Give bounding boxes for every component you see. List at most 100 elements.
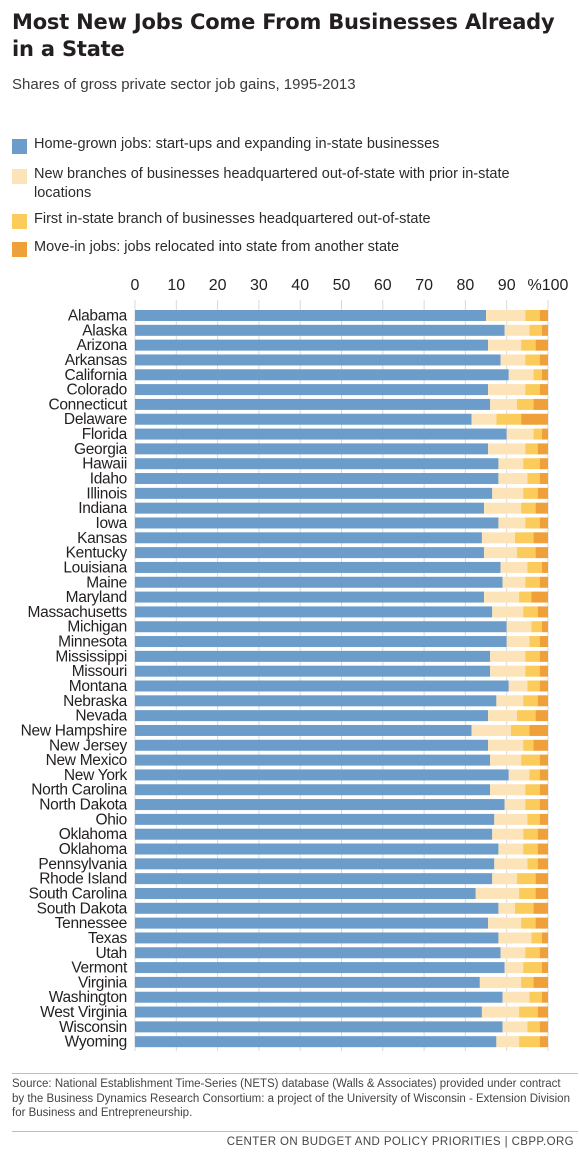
state-label: Colorado xyxy=(66,382,127,399)
bar-segment-home-grown xyxy=(135,517,499,529)
state-label: Pennsylvania xyxy=(38,856,127,873)
state-label: Arizona xyxy=(77,337,128,354)
legend-item-new-branches: New branches of businesses headquartered… xyxy=(12,165,534,203)
bar-segment-new-branches xyxy=(494,813,528,825)
bar-segment-new-branches xyxy=(492,606,524,618)
bar-segment-first-branch xyxy=(496,413,522,425)
bar-segment-move-in xyxy=(535,710,548,722)
state-label: Nevada xyxy=(75,708,127,725)
x-tick-label: 0 xyxy=(131,277,140,294)
bar-segment-move-in xyxy=(537,858,548,870)
bar-segment-first-branch xyxy=(521,976,534,988)
bar-segment-move-in xyxy=(539,517,548,529)
bar-segment-home-grown xyxy=(135,310,487,321)
state-label: Arkansas xyxy=(65,352,128,369)
bar-segment-move-in xyxy=(537,695,548,707)
bar-segment-home-grown xyxy=(135,339,489,351)
bar-segment-new-branches xyxy=(481,532,515,544)
bar-segment-first-branch xyxy=(527,561,542,573)
bar-segment-move-in xyxy=(537,828,548,840)
bar-segment-first-branch xyxy=(525,947,540,959)
bar-segment-move-in xyxy=(539,310,548,321)
bar-segment-move-in xyxy=(537,606,548,618)
state-label: South Dakota xyxy=(37,900,128,917)
bar-segment-home-grown xyxy=(135,384,489,396)
bar-segment-new-branches xyxy=(506,621,532,633)
bar-segment-home-grown xyxy=(135,561,501,573)
bar-segment-move-in xyxy=(535,917,548,929)
bar-segment-move-in xyxy=(535,873,548,885)
bar-segment-new-branches xyxy=(508,680,528,692)
bar-segment-home-grown xyxy=(135,858,495,870)
bar-segment-new-branches xyxy=(498,517,526,529)
state-label: Nebraska xyxy=(63,693,128,710)
bar-segment-move-in xyxy=(539,665,548,677)
bar-segment-home-grown xyxy=(135,932,499,944)
bar-segment-first-branch xyxy=(525,665,540,677)
bar-segment-new-branches xyxy=(500,561,528,573)
bar-segment-first-branch xyxy=(517,873,536,885)
bar-segment-home-grown xyxy=(135,591,484,603)
bar-segment-move-in xyxy=(541,369,548,381)
bar-segment-home-grown xyxy=(135,724,472,736)
bar-segment-move-in xyxy=(539,458,548,470)
bar-segment-move-in xyxy=(539,754,548,766)
bar-segment-new-branches xyxy=(496,695,524,707)
state-label: Ohio xyxy=(95,811,127,828)
bar-segment-move-in xyxy=(535,502,548,514)
bar-segment-new-branches xyxy=(508,369,534,381)
bar-segment-new-branches xyxy=(492,487,524,499)
bar-segment-home-grown xyxy=(135,1021,503,1033)
bar-segment-move-in xyxy=(537,487,548,499)
state-labels: AlabamaAlaskaArizonaArkansasCaliforniaCo… xyxy=(21,308,129,1051)
stacked-bar-chart: 0 10 20 30 40 50 60 70 80 90 %100 AlabamaAlaskaAri… xyxy=(21,277,569,1052)
bar-segment-home-grown xyxy=(135,739,489,751)
bar-segment-new-branches xyxy=(492,828,524,840)
x-tick-label: 30 xyxy=(250,277,268,294)
bar-segment-move-in xyxy=(537,1006,548,1018)
bar-segment-new-branches xyxy=(483,502,522,514)
x-tick-label: %100 xyxy=(528,277,569,294)
state-label: Kansas xyxy=(77,530,127,547)
bar-segment-home-grown xyxy=(135,813,495,825)
x-tick-label: 60 xyxy=(374,277,392,294)
bar-segment-first-branch xyxy=(525,650,540,662)
bar-segment-move-in xyxy=(541,324,548,336)
bar-segment-new-branches xyxy=(490,398,518,410)
bar-segment-first-branch xyxy=(527,1021,540,1033)
bar-segment-home-grown xyxy=(135,532,482,544)
bar-segment-first-branch xyxy=(519,1036,540,1048)
bar-segment-move-in xyxy=(541,621,548,633)
bar-segment-new-branches xyxy=(502,991,530,1003)
bar-segment-first-branch xyxy=(531,621,542,633)
bar-segment-new-branches xyxy=(490,650,526,662)
bar-segment-new-branches xyxy=(471,724,511,736)
bar-segment-new-branches xyxy=(488,443,526,455)
bar-segment-new-branches xyxy=(496,1036,520,1048)
bar-segment-move-in xyxy=(539,799,548,811)
bar-segment-home-grown xyxy=(135,991,503,1003)
bar-segment-move-in xyxy=(537,443,548,455)
bar-segment-first-branch xyxy=(527,473,540,485)
legend-label-move-in: Move-in jobs: jobs relocated into state … xyxy=(34,239,400,255)
credit-divider xyxy=(12,1131,578,1132)
x-tick-label: 50 xyxy=(333,277,351,294)
bar-segment-new-branches xyxy=(498,902,515,914)
state-label: Georgia xyxy=(74,441,128,458)
legend-swatch-new-branches xyxy=(12,169,27,184)
bar-segment-move-in xyxy=(539,680,548,692)
bar-segment-move-in xyxy=(539,636,548,648)
bar-segment-move-in xyxy=(539,1021,548,1033)
state-label: New Hampshire xyxy=(21,722,127,739)
state-label: Delaware xyxy=(64,411,127,428)
bar-segment-move-in xyxy=(521,413,548,425)
bar-segment-first-branch xyxy=(523,843,538,855)
bar-segment-home-grown xyxy=(135,1006,482,1018)
bar-segment-move-in xyxy=(533,739,548,751)
state-label: Montana xyxy=(69,678,128,695)
bar-segment-first-branch xyxy=(523,828,538,840)
bar-segment-home-grown xyxy=(135,828,493,840)
bar-segment-new-branches xyxy=(490,754,522,766)
bar-segment-new-branches xyxy=(483,547,518,559)
bar-segment-home-grown xyxy=(135,680,509,692)
